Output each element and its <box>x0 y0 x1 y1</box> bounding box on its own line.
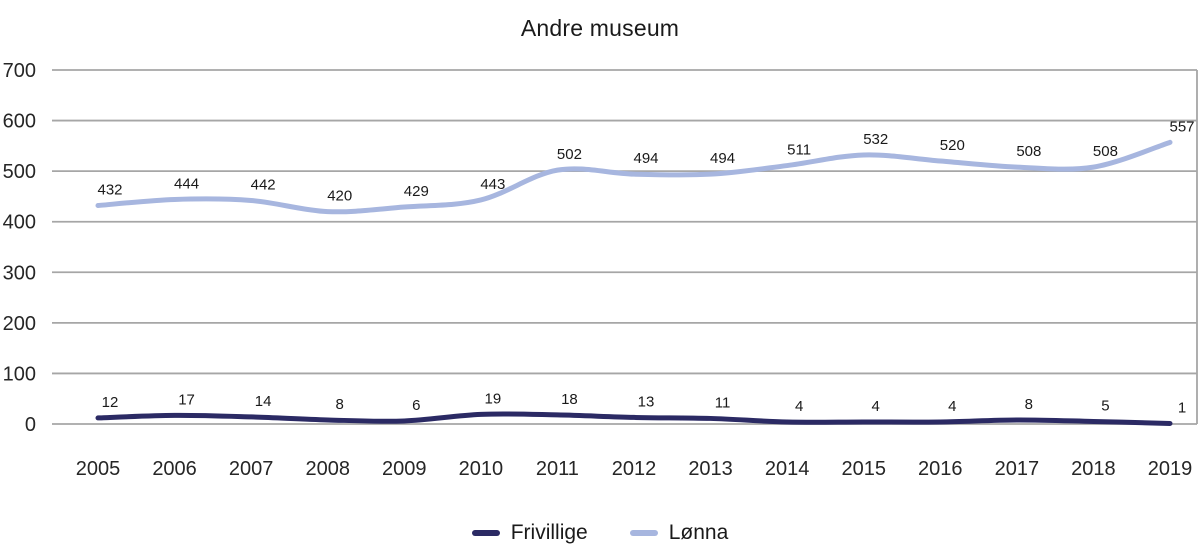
data-label-frivillige-2006: 17 <box>178 391 195 408</box>
y-tick-label-300: 300 <box>3 262 36 284</box>
legend-item-frivillige: Frivillige <box>471 521 588 545</box>
x-tick-label-2010: 2010 <box>459 458 504 480</box>
data-label-frivillige-2012: 13 <box>638 393 655 410</box>
data-label-lønna-2016: 520 <box>940 137 965 154</box>
series-line-lønna <box>95 139 1173 215</box>
y-tick-label-600: 600 <box>3 111 36 133</box>
data-label-frivillige-2008: 8 <box>336 396 344 413</box>
x-tick-label-2016: 2016 <box>918 458 963 480</box>
x-tick-label-2015: 2015 <box>841 458 886 480</box>
x-tick-label-2017: 2017 <box>995 458 1040 480</box>
data-label-frivillige-2011: 18 <box>561 391 578 408</box>
data-label-lønna-2019: 557 <box>1169 118 1194 135</box>
data-label-lønna-2017: 508 <box>1016 143 1041 160</box>
data-label-lønna-2014: 511 <box>787 142 811 159</box>
data-label-frivillige-2010: 19 <box>485 390 502 407</box>
x-tick-label-2013: 2013 <box>688 458 733 480</box>
data-label-lønna-2013: 494 <box>710 150 735 167</box>
data-label-frivillige-2007: 14 <box>255 393 272 410</box>
data-label-frivillige-2016: 4 <box>948 398 956 415</box>
data-label-lønna-2005: 432 <box>97 182 122 199</box>
data-label-frivillige-2018: 5 <box>1101 397 1109 414</box>
legend-label-lonna: Lønna <box>668 521 729 544</box>
x-tick-label-2007: 2007 <box>229 458 274 480</box>
data-label-lønna-2018: 508 <box>1093 143 1118 160</box>
data-label-lønna-2011: 502 <box>557 146 582 163</box>
y-tick-label-500: 500 <box>3 161 36 183</box>
x-tick-label-2008: 2008 <box>305 458 350 480</box>
x-tick-label-2011: 2011 <box>536 458 579 480</box>
y-tick-label-700: 700 <box>3 60 36 82</box>
data-label-frivillige-2005: 12 <box>102 394 119 411</box>
data-label-lønna-2012: 494 <box>633 150 658 167</box>
x-tick-label-2006: 2006 <box>152 458 197 480</box>
chart-title: Andre museum <box>520 15 680 41</box>
data-label-lønna-2010: 443 <box>480 176 505 193</box>
data-label-lønna-2015: 532 <box>863 131 888 148</box>
series-line-frivillige <box>95 411 1173 426</box>
x-tick-label-2005: 2005 <box>76 458 121 480</box>
chart-canvas: 0 100 200 300 400 500 600 700 2005 2006 2007 2008 20… <box>3 60 1198 480</box>
legend-marker-frivillige <box>471 530 500 536</box>
y-tick-label-200: 200 <box>3 313 36 335</box>
x-tick-label-2012: 2012 <box>612 458 657 480</box>
x-tick-label-2018: 2018 <box>1071 458 1116 480</box>
y-tick-label-400: 400 <box>3 212 36 234</box>
data-label-frivillige-2019: 1 <box>1178 399 1186 416</box>
data-label-lønna-2008: 420 <box>327 188 352 205</box>
data-label-frivillige-2017: 8 <box>1025 396 1033 413</box>
chart-legend: Frivillige Lønna <box>0 521 1200 545</box>
data-label-frivillige-2015: 4 <box>872 398 880 415</box>
y-tick-label-100: 100 <box>3 363 36 385</box>
x-tick-label-2014: 2014 <box>765 458 810 480</box>
data-label-frivillige-2014: 4 <box>795 398 803 415</box>
data-label-lønna-2009: 429 <box>404 183 429 200</box>
legend-item-lonna: Lønna <box>629 521 729 545</box>
data-label-frivillige-2013: 11 <box>715 394 731 411</box>
data-label-lønna-2007: 442 <box>251 176 276 193</box>
data-label-frivillige-2009: 6 <box>412 397 420 414</box>
legend-label-frivillige: Frivillige <box>510 521 588 544</box>
y-tick-label-0: 0 <box>25 414 36 436</box>
data-label-lønna-2006: 444 <box>174 175 199 192</box>
legend-marker-lonna <box>629 530 658 536</box>
x-tick-label-2009: 2009 <box>382 458 427 480</box>
x-tick-label-2019: 2019 <box>1148 458 1193 480</box>
